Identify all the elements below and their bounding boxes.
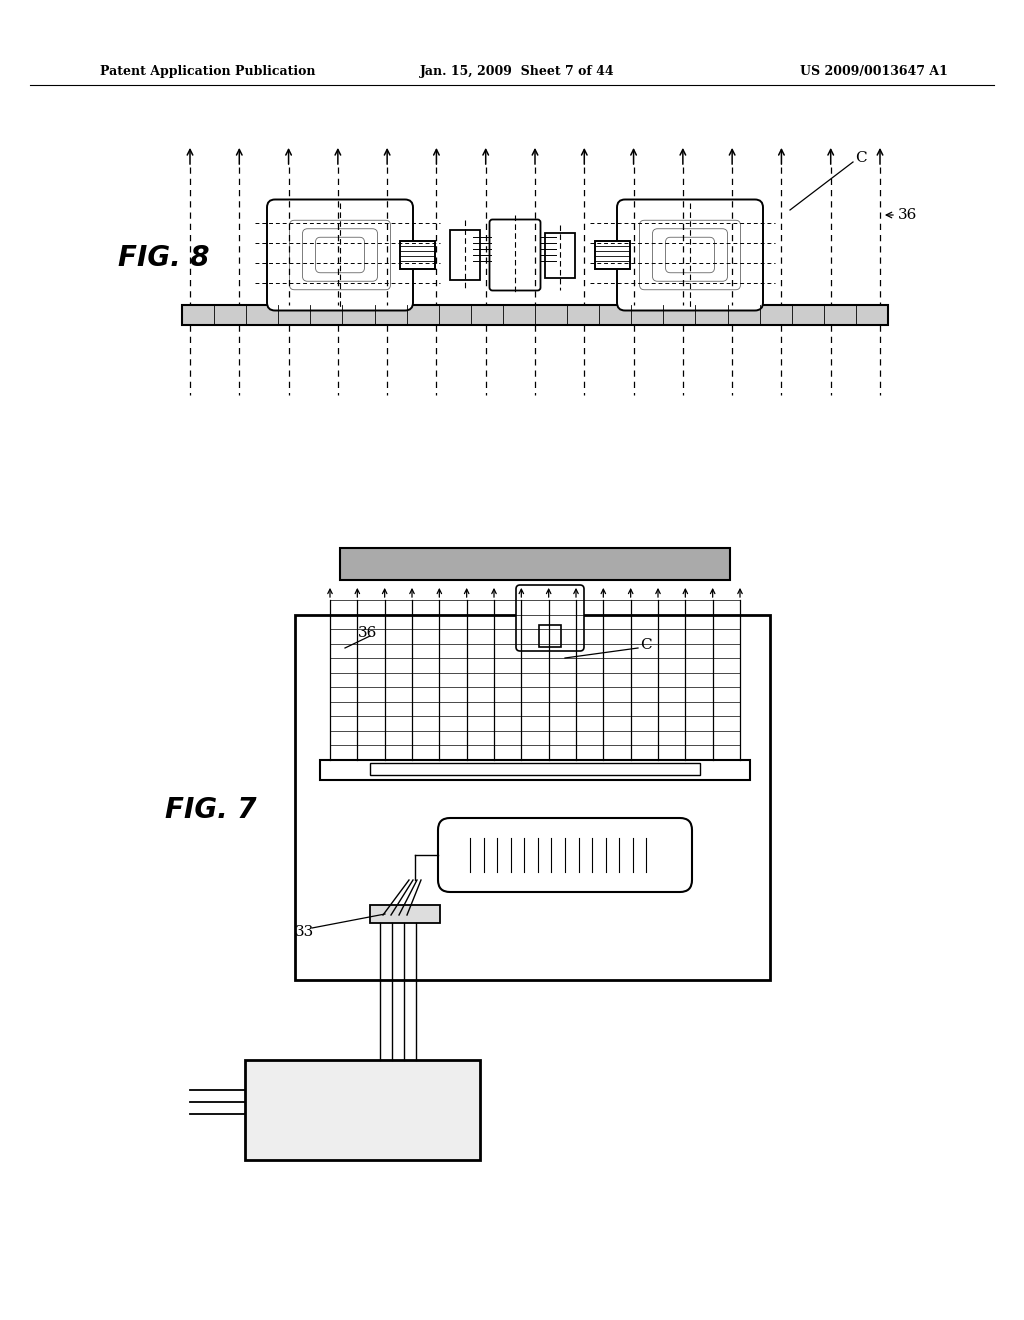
FancyBboxPatch shape bbox=[438, 818, 692, 892]
Bar bbox=[400, 242, 435, 269]
Text: 33: 33 bbox=[295, 925, 314, 939]
Bar bbox=[539, 624, 561, 647]
Bar bbox=[295, 615, 770, 979]
Text: US 2009/0013647 A1: US 2009/0013647 A1 bbox=[800, 66, 948, 78]
Bar bbox=[245, 1060, 480, 1160]
Bar bbox=[370, 763, 700, 775]
Bar bbox=[370, 906, 440, 923]
Text: 36: 36 bbox=[358, 626, 378, 640]
Bar bbox=[450, 230, 480, 280]
Text: 36: 36 bbox=[898, 209, 918, 222]
Text: C: C bbox=[640, 638, 651, 652]
Bar bbox=[319, 760, 750, 780]
Bar bbox=[182, 305, 888, 325]
Text: C: C bbox=[855, 150, 866, 165]
Bar bbox=[595, 242, 630, 269]
Bar bbox=[545, 232, 575, 277]
Text: FIG. 7: FIG. 7 bbox=[165, 796, 256, 824]
Bar bbox=[340, 548, 730, 579]
Text: Jan. 15, 2009  Sheet 7 of 44: Jan. 15, 2009 Sheet 7 of 44 bbox=[420, 66, 614, 78]
FancyBboxPatch shape bbox=[267, 199, 413, 310]
Text: Patent Application Publication: Patent Application Publication bbox=[100, 66, 315, 78]
FancyBboxPatch shape bbox=[516, 585, 584, 651]
FancyBboxPatch shape bbox=[489, 219, 541, 290]
Text: FIG. 8: FIG. 8 bbox=[118, 244, 210, 272]
FancyBboxPatch shape bbox=[617, 199, 763, 310]
